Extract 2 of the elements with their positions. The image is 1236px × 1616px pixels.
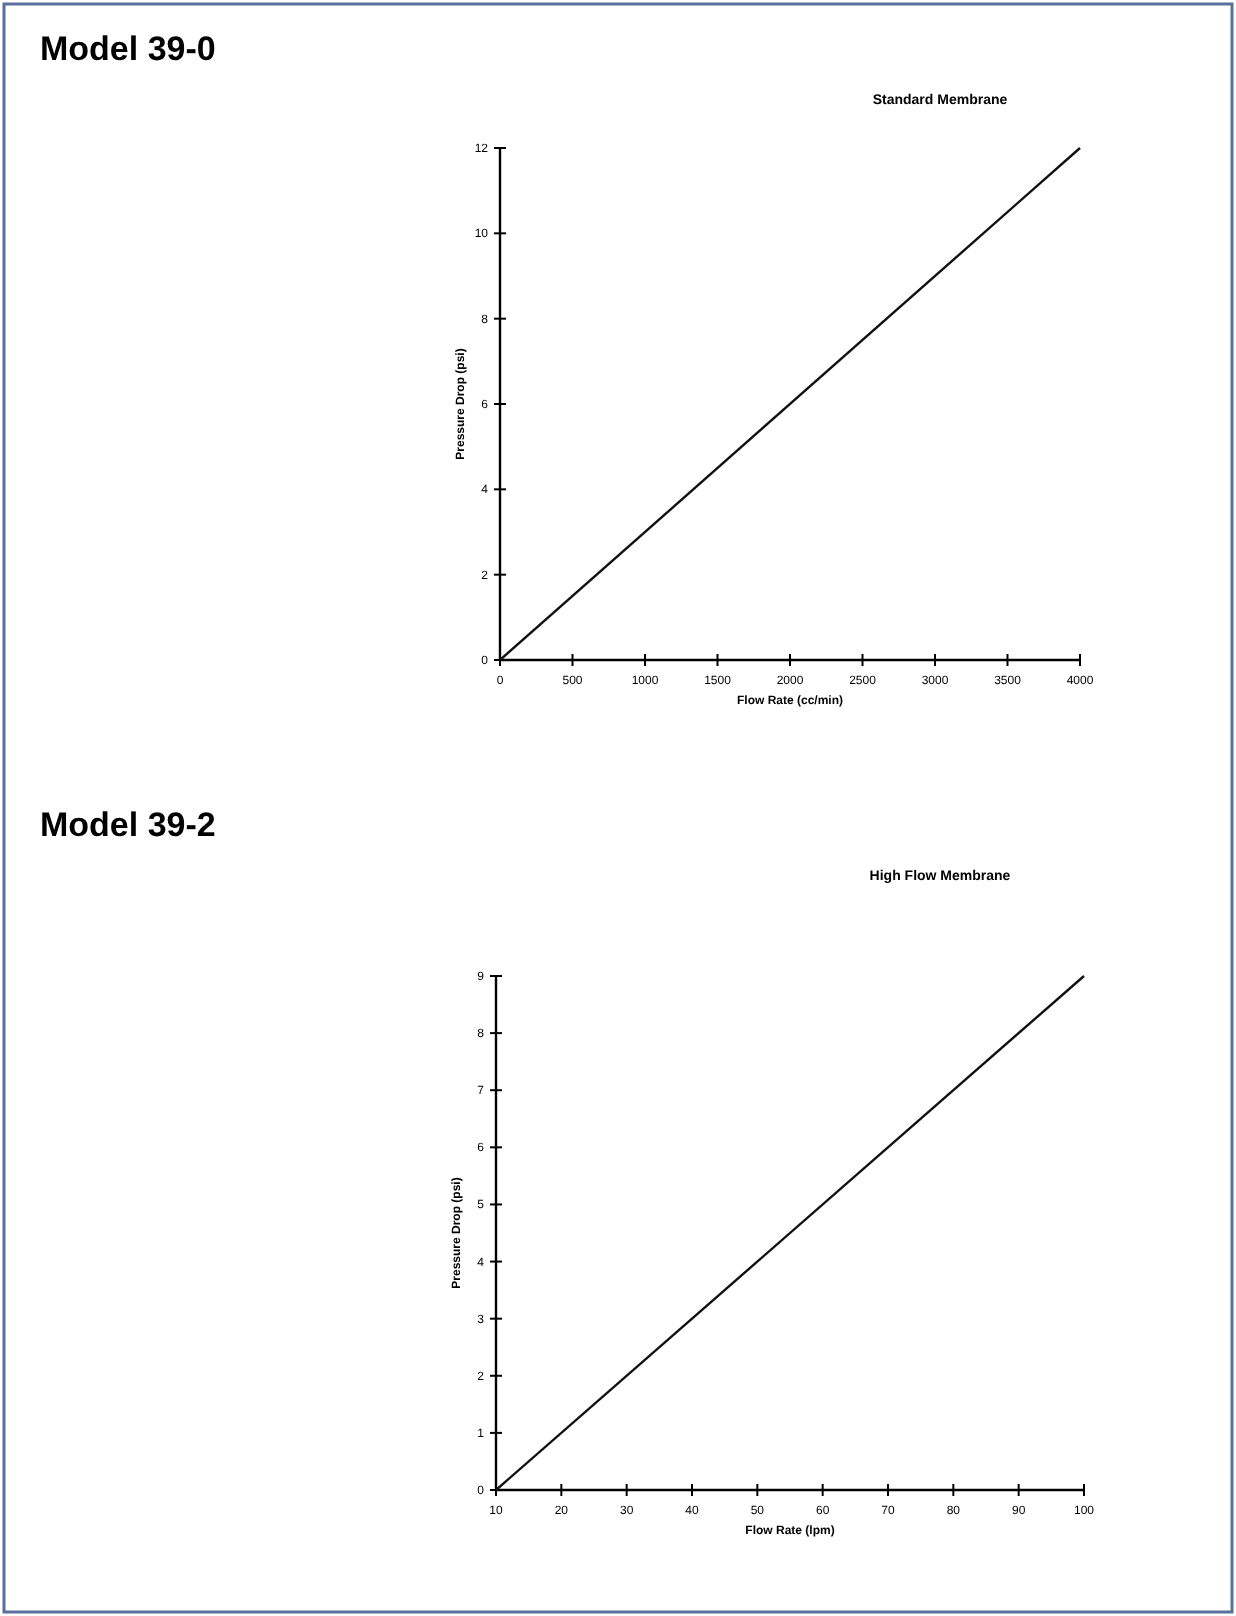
text: Model 39-0 [40,30,216,68]
text: Model 39-2 [40,806,216,844]
